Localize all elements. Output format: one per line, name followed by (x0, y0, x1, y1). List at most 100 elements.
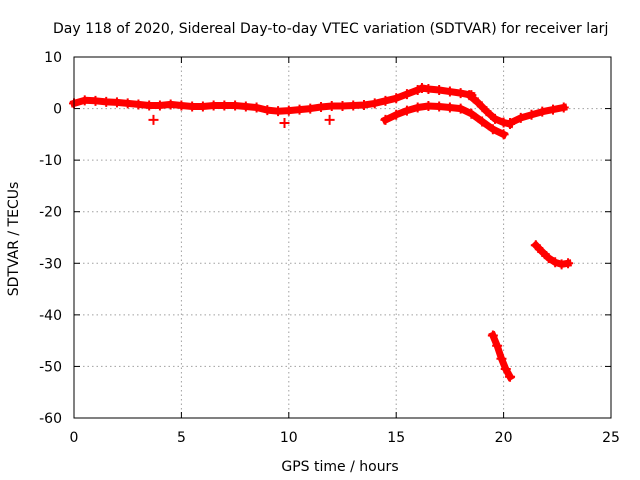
data-point (369, 98, 380, 109)
data-point (144, 100, 155, 111)
data-point (416, 82, 427, 93)
x-tick-label: 0 (70, 430, 79, 446)
x-tick-label: 5 (177, 430, 186, 446)
data-point (444, 102, 455, 113)
data-point (176, 100, 187, 111)
data-point (455, 103, 466, 114)
data-point (358, 99, 369, 110)
tick-labels: 0 5 10 15 20 25 10 0 -10 -20 -30 -40 -50 -60 (39, 50, 620, 446)
axis-ticks (73, 56, 612, 419)
data-point (122, 98, 133, 109)
data-point (487, 124, 498, 135)
data-point (490, 113, 501, 124)
data-point (208, 100, 219, 111)
data-point (434, 85, 445, 96)
data-point (316, 102, 327, 113)
data-point (556, 259, 567, 270)
series-track-recovery (505, 102, 569, 129)
x-axis-label: GPS time / hours (281, 459, 398, 475)
x-tick-label: 15 (387, 430, 405, 446)
data-point (305, 103, 316, 114)
data-point (79, 95, 90, 106)
data-point (444, 86, 455, 97)
series-track-late-upper (530, 240, 574, 270)
data-point (401, 89, 412, 100)
data-point (380, 114, 391, 125)
data-point (530, 240, 541, 251)
data-point (537, 246, 548, 257)
y-tick-label: -10 (39, 153, 62, 169)
data-point (412, 102, 423, 113)
data-point (492, 340, 503, 351)
data-point (515, 112, 526, 123)
data-point (101, 96, 112, 107)
data-point (455, 88, 466, 99)
data-point (380, 95, 391, 106)
data-point (423, 83, 434, 94)
grid (74, 57, 611, 418)
data-point (496, 353, 507, 364)
series-track-main (69, 82, 477, 117)
y-tick-label: -40 (39, 308, 62, 324)
data-point (230, 100, 241, 111)
data-point (548, 104, 559, 115)
data-point (326, 100, 337, 111)
data-point (498, 129, 509, 140)
data-series (69, 82, 574, 382)
data-point (391, 109, 402, 120)
data-point (537, 106, 548, 117)
data-point (337, 100, 348, 111)
data-point (543, 253, 554, 264)
y-tick-label: -50 (39, 359, 62, 375)
data-point (165, 99, 176, 110)
x-tick-label: 25 (602, 430, 620, 446)
series-isolated-3.7h (148, 114, 159, 125)
data-point (505, 371, 516, 382)
data-point (477, 116, 488, 127)
data-point (262, 105, 273, 116)
data-point (500, 364, 511, 375)
data-point (279, 118, 290, 129)
y-tick-label: 10 (44, 50, 62, 66)
data-point (348, 100, 359, 111)
data-point (294, 104, 305, 115)
y-axis-label: SDTVAR / TECUs (6, 182, 22, 297)
data-point (111, 97, 122, 108)
data-point (401, 105, 412, 116)
data-point (526, 109, 537, 120)
series-isolated-9.8h (279, 118, 290, 129)
data-point (251, 102, 262, 113)
data-point (133, 99, 144, 110)
data-point (154, 100, 165, 111)
data-point (464, 90, 475, 101)
series-track-late-lower (487, 330, 516, 382)
y-tick-label: -60 (39, 411, 62, 427)
data-point (391, 93, 402, 104)
data-point (505, 118, 516, 129)
data-point (148, 114, 159, 125)
plot-frame (73, 56, 612, 419)
series-track-lower (380, 100, 509, 140)
data-point (434, 101, 445, 112)
data-point (558, 102, 569, 113)
data-point (487, 330, 498, 341)
y-tick-label: -30 (39, 256, 62, 272)
data-point (472, 97, 483, 108)
data-point (90, 95, 101, 106)
x-tick-label: 10 (280, 430, 298, 446)
data-point (423, 100, 434, 111)
x-tick-label: 20 (495, 430, 513, 446)
data-point (197, 101, 208, 112)
data-point (273, 106, 284, 117)
data-point (550, 257, 561, 268)
y-tick-label: 0 (53, 102, 62, 118)
data-point (563, 258, 574, 269)
data-point (481, 106, 492, 117)
data-point (240, 101, 251, 112)
data-point (466, 108, 477, 119)
data-point (283, 105, 294, 116)
data-point (219, 100, 230, 111)
chart-title: Day 118 of 2020, Sidereal Day-to-day VTE… (53, 21, 608, 37)
series-isolated-11.9h (324, 114, 335, 125)
data-point (324, 114, 335, 125)
